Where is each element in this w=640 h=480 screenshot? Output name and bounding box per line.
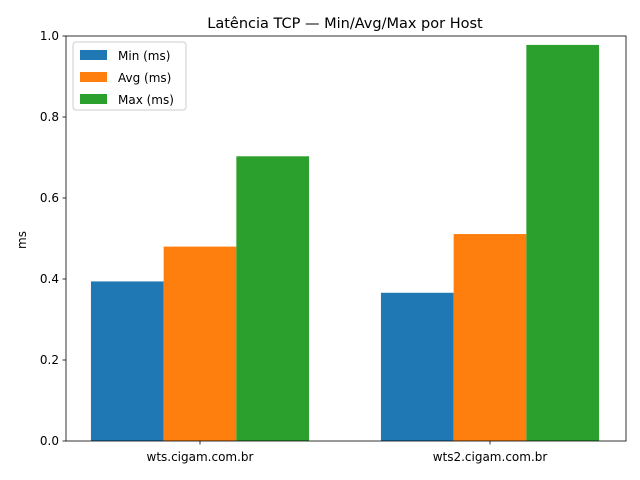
x-tick-label: wts.cigam.com.br	[147, 450, 254, 464]
legend-swatch	[80, 50, 107, 60]
y-tick-label: 0.4	[40, 272, 59, 286]
y-tick-label: 0.8	[40, 110, 59, 124]
plot-frame	[65, 35, 627, 442]
y-tick-label: 0.6	[40, 191, 59, 205]
legend: Min (ms) Avg (ms) Max (ms)	[72, 41, 187, 111]
axes-group: 0.0 0.2 0.4 0.6 0.8 1.0 wts.cigam.com.br wts2.c…	[40, 29, 627, 464]
y-tick-label: 0.2	[40, 353, 59, 367]
legend-swatch	[80, 94, 107, 104]
chart-title: Latência TCP — Min/Avg/Max por Host	[207, 16, 483, 32]
bar-0-0	[90, 281, 164, 441]
bar-2-1	[526, 44, 600, 441]
legend-label: Min (ms)	[118, 49, 170, 63]
bar-0-1	[380, 292, 454, 441]
legend-label: Max (ms)	[118, 93, 174, 107]
legend-label: Avg (ms)	[118, 71, 171, 85]
bars-group	[90, 44, 600, 441]
legend-swatch	[80, 72, 107, 82]
x-tick-label: wts2.cigam.com.br	[433, 450, 548, 464]
bar-1-0	[163, 246, 237, 441]
y-axis-title: ms	[15, 231, 29, 249]
y-tick-label: 1.0	[40, 29, 59, 43]
bar-1-1	[453, 234, 527, 441]
bar-2-0	[236, 156, 310, 441]
y-tick-label: 0.0	[40, 434, 59, 448]
